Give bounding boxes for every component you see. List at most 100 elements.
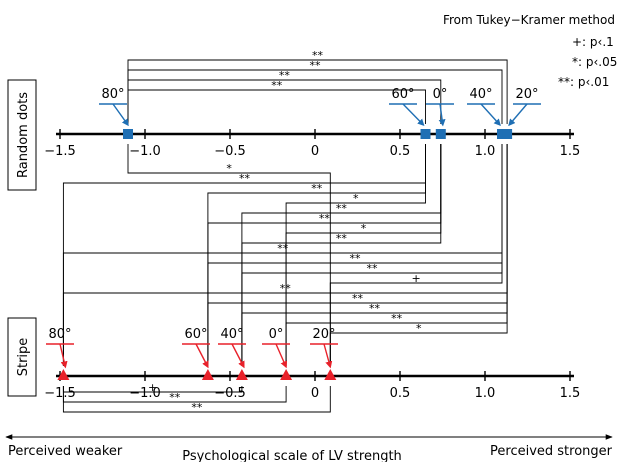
significance-label: ** [336,202,348,215]
pointer-arrow [323,343,333,369]
pointer-arrow [402,103,425,127]
data-point-square [502,129,513,139]
significance-label: ** [280,282,292,295]
significance-bracket: ** [62,386,287,404]
data-point-triangle [201,369,214,380]
row-label-random-dots-text: Random dots [16,92,31,178]
significance-bracket: ** [127,79,426,124]
significance-label: ** [279,69,291,82]
pointer-arrow [480,103,501,127]
data-point-triangle [235,369,248,380]
pointer-arrow [275,343,288,369]
significance-bracket: ** [62,386,331,414]
significance-label: ** [169,391,181,404]
significance-label: ** [191,401,203,414]
significance-label: * [226,162,232,175]
significance-bracket: * [127,144,331,366]
significance-label: ** [239,172,251,185]
significance-bracket: + [329,144,503,366]
significance-label: + [148,381,157,394]
significance-label: * [361,222,367,235]
legend-entry-star: *: p‹.05 [572,55,617,69]
bracket-line [62,386,331,413]
tick-label: 1.5 [560,144,581,159]
tick-label: 1.0 [475,144,496,159]
significance-label: + [412,272,421,285]
data-point-square [497,129,507,139]
condition-label: 0° [269,327,284,342]
pointer-arrow [195,343,209,369]
tick-label: 0 [311,144,319,159]
significance-label: ** [319,212,331,225]
significance-bracket: * [329,144,508,366]
pointer-arrow [438,103,446,127]
significance-label: ** [369,302,381,315]
legend-title: From Tukey−Kramer method [443,13,615,27]
tick-label: 1.0 [475,386,496,401]
condition-label: 0° [433,87,448,102]
legend-entry-double-star: **: p‹.01 [558,75,609,89]
data-point-triangle [280,369,293,380]
condition-label: 20° [515,87,538,102]
significance-label: ** [391,312,403,325]
random-dots-point: 60° [389,87,431,139]
data-point-triangle [324,369,337,380]
pointer-arrow [112,103,129,127]
bracket-line [329,144,508,366]
condition-label: 40° [220,327,243,342]
stripe-point: 20° [310,327,338,380]
stripe-point: 40° [218,327,248,380]
significance-label: * [353,192,359,205]
random-dots-point: 40° [467,87,507,139]
condition-label: 60° [184,327,207,342]
stripe-point: 80° [46,327,74,380]
tick-label: 0.5 [390,144,411,159]
perceived-weaker-label: Perceived weaker [8,444,123,459]
significance-label: ** [311,182,323,195]
condition-label: 80° [48,327,71,342]
bracket-line [127,144,331,366]
random-dots-point: 0° [426,87,454,139]
tick-label: −0.5 [214,386,246,401]
stripe-point: 60° [182,327,214,380]
pointer-arrow [59,343,68,369]
tick-label: 1.5 [560,386,581,401]
data-point-square [420,129,431,139]
random-dots-point: 20° [502,87,541,139]
tick-label: −1.5 [44,386,76,401]
significance-label: ** [352,292,364,305]
tick-label: −1.5 [44,144,76,159]
bracket-line [127,89,426,124]
significance-label: ** [271,79,283,92]
row-label-stripe-text: Stripe [16,338,31,377]
row-label-stripe: Stripe [7,317,37,397]
data-point-triangle [57,369,70,380]
row-label-random-dots: Random dots [7,79,37,191]
tick-label: −1.0 [129,144,161,159]
axis-title: Psychological scale of LV strength [182,449,402,462]
tick-label: −0.5 [214,144,246,159]
tick-label: −1.0 [129,386,161,401]
bracket-line [329,144,503,366]
tick-label: 0 [311,386,319,401]
condition-label: 80° [101,87,124,102]
perceived-stronger-label: Perceived stronger [490,444,613,459]
significance-label: ** [366,262,378,275]
condition-label: 60° [391,87,414,102]
pointer-arrow [231,343,245,369]
data-point-square [123,129,133,139]
random-dots-point: 80° [99,87,133,139]
significance-label: ** [310,59,322,72]
significance-label: ** [336,232,348,245]
significance-label: * [416,322,422,335]
tick-label: 0.5 [390,386,411,401]
significance-label: ** [349,252,361,265]
data-point-square [435,129,446,139]
pointer-arrow [508,103,528,127]
significance-label: ** [312,49,324,62]
significance-label: ** [277,242,289,255]
stripe-point: 0° [262,327,293,380]
condition-label: 40° [469,87,492,102]
condition-label: 20° [312,327,335,342]
